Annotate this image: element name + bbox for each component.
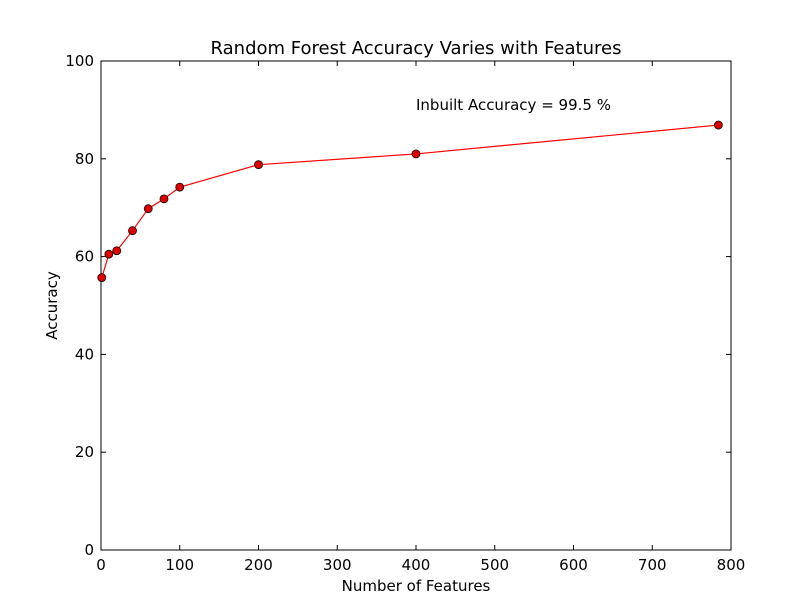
data-point bbox=[143, 204, 153, 214]
data-point bbox=[254, 160, 263, 170]
data-point bbox=[714, 120, 723, 130]
y-tick-label: 100 bbox=[65, 52, 94, 70]
data-point bbox=[97, 273, 107, 283]
x-tick-label: 100 bbox=[165, 556, 194, 574]
plot-area: 0 100 200 300 400 500 600 700 800 0 20 40 60 80 100 I… bbox=[65, 52, 745, 574]
x-axis-ticks: 0 100 200 300 400 500 600 700 800 bbox=[96, 61, 745, 574]
x-tick-label: 300 bbox=[323, 556, 352, 574]
y-tick-label: 20 bbox=[75, 443, 94, 461]
x-tick-label: 700 bbox=[638, 556, 667, 574]
y-tick-label: 0 bbox=[84, 541, 94, 559]
data-point bbox=[104, 249, 114, 259]
x-tick-label: 500 bbox=[480, 556, 509, 574]
data-point bbox=[112, 246, 122, 256]
plot-frame bbox=[100, 60, 732, 551]
data-point bbox=[175, 182, 185, 192]
data-point bbox=[128, 226, 137, 236]
y-tick-label: 60 bbox=[75, 248, 94, 266]
series-layer bbox=[97, 120, 723, 283]
y-tick-label: 40 bbox=[75, 345, 94, 363]
y-tick-label: 80 bbox=[75, 150, 94, 168]
y-axis-ticks: 0 20 40 60 80 100 bbox=[65, 52, 731, 559]
x-tick-label: 400 bbox=[402, 556, 431, 574]
data-point bbox=[411, 149, 421, 159]
y-axis-label: Accuracy bbox=[43, 271, 61, 340]
x-tick-label: 600 bbox=[559, 556, 588, 574]
data-point bbox=[159, 194, 169, 204]
x-axis-label: Number of Features bbox=[342, 577, 491, 595]
chart-title: Random Forest Accuracy Varies with Featu… bbox=[211, 38, 622, 59]
series-line bbox=[101, 124, 719, 278]
x-tick-label: 0 bbox=[96, 556, 106, 574]
x-tick-label: 200 bbox=[244, 556, 273, 574]
x-tick-label: 800 bbox=[717, 556, 746, 574]
annotation-text: Inbuilt Accuracy = 99.5 % bbox=[416, 96, 611, 114]
